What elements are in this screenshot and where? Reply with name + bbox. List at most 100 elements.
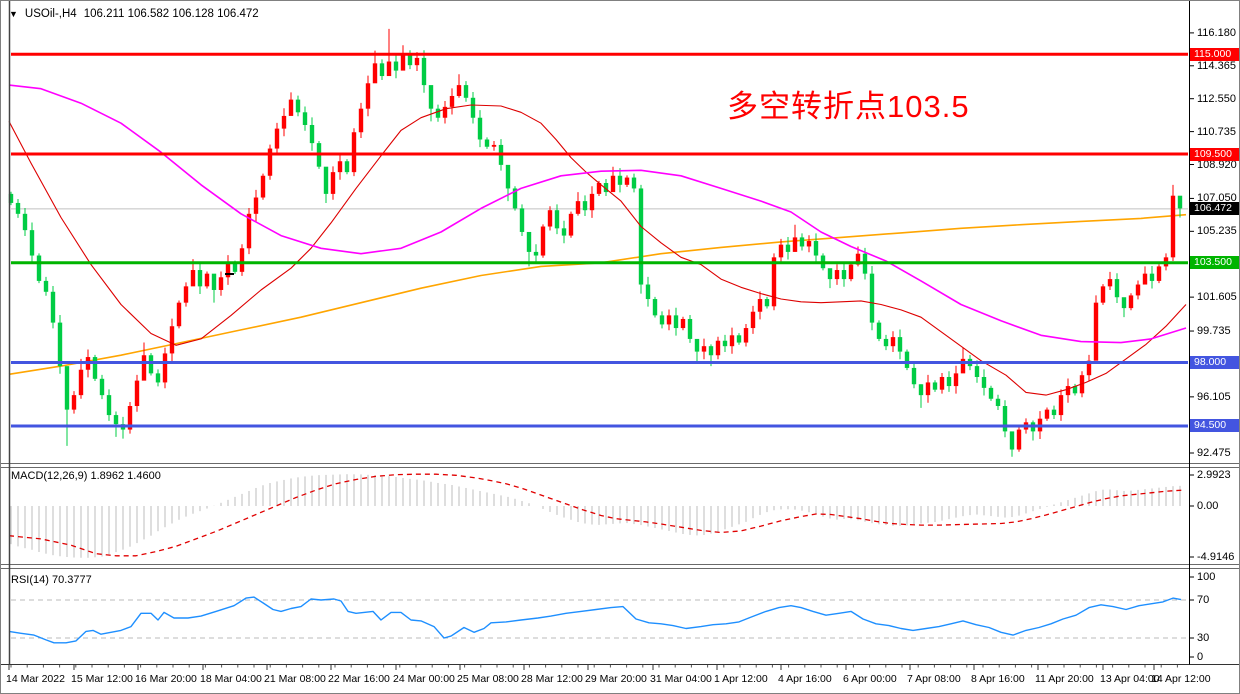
- candle-body: [974, 366, 980, 377]
- candle-body: [764, 299, 770, 307]
- candle-body: [260, 175, 266, 198]
- candle-body: [1044, 409, 1050, 419]
- candle-body: [792, 237, 798, 252]
- date-label: 25 Mar 08:00: [457, 673, 519, 685]
- candle-body: [540, 226, 546, 256]
- candle-body: [575, 201, 581, 214]
- candle-body: [253, 197, 259, 214]
- candle-body: [162, 353, 168, 383]
- date-label: 18 Mar 04:00: [200, 673, 262, 685]
- candle-body: [295, 99, 301, 113]
- price-tick-label: 99.735: [1197, 325, 1231, 338]
- candle-body: [190, 270, 196, 287]
- candle-body: [1065, 386, 1071, 396]
- candle-body: [169, 326, 175, 354]
- ohlc-values-label: 106.211 106.582 106.128 106.472: [83, 8, 259, 20]
- rsi-tick-label: 30: [1197, 632, 1210, 644]
- candle-body: [561, 228, 567, 236]
- current-price-badge: 106.472: [1190, 202, 1239, 216]
- candle-body: [1051, 409, 1057, 416]
- date-label: 16 Mar 20:00: [135, 673, 197, 685]
- candle-body: [827, 268, 833, 280]
- price-tick-label: 101.605: [1197, 291, 1237, 304]
- collapse-triangle-icon[interactable]: ▼: [9, 8, 18, 19]
- candle-body: [673, 315, 679, 329]
- candle-body: [813, 241, 819, 256]
- candle-body: [99, 378, 105, 396]
- macd-tick-label: -4.9146: [1197, 551, 1235, 563]
- candle-body: [8, 193, 14, 203]
- candle-body: [1177, 195, 1183, 209]
- candle-body: [232, 262, 238, 272]
- date-label: 28 Mar 12:00: [521, 673, 583, 685]
- date-label: 14 Apr 12:00: [1151, 673, 1211, 685]
- candle-body: [435, 108, 441, 118]
- candle-body: [386, 61, 392, 77]
- candle-body: [736, 335, 742, 343]
- candle-body: [183, 286, 189, 303]
- candle-body: [694, 338, 700, 352]
- candle-body: [988, 387, 994, 399]
- price-tick-label: 92.475: [1197, 447, 1231, 459]
- candle-body: [225, 262, 231, 278]
- date-label: 11 Apr 20:00: [1035, 673, 1094, 685]
- candle-body: [1170, 195, 1176, 258]
- candle-body: [743, 328, 749, 343]
- price-badge-103.500: 103.500: [1190, 256, 1239, 270]
- candle-body: [1121, 297, 1127, 309]
- candle-body: [834, 270, 840, 280]
- candle-body: [799, 237, 805, 247]
- candle-body: [533, 251, 539, 256]
- annotation-text: 多空转折点103.5: [727, 89, 970, 124]
- candle-body: [638, 188, 644, 285]
- candle-body: [456, 85, 462, 96]
- macd-signal-line: [8, 473, 1185, 557]
- candle-body: [687, 318, 693, 339]
- candle-body: [1135, 284, 1141, 296]
- candle-body: [344, 161, 350, 173]
- rsi-tick-label: 70: [1197, 594, 1210, 606]
- price-tick-label: 112.550: [1197, 92, 1236, 105]
- price-badge-98.000: 98.000: [1190, 355, 1239, 369]
- candle-body: [449, 95, 455, 107]
- candle-body: [680, 318, 686, 329]
- candle-body: [554, 210, 560, 229]
- candle-body: [925, 382, 931, 396]
- date-label: 7 Apr 08:00: [907, 673, 961, 685]
- candle-body: [750, 311, 756, 329]
- candle-body: [582, 201, 588, 211]
- candle-body: [778, 244, 784, 258]
- candle-body: [309, 124, 315, 144]
- candle-body: [274, 128, 280, 149]
- candle-body: [841, 270, 847, 280]
- date-label: 1 Apr 12:00: [714, 673, 768, 685]
- candle-body: [351, 132, 357, 173]
- candle-body: [43, 280, 49, 292]
- candle-body: [890, 337, 896, 347]
- candle-body: [897, 337, 903, 352]
- candle-body: [29, 230, 35, 256]
- candle-body: [78, 369, 84, 396]
- candle-body: [911, 367, 917, 385]
- candle-body: [239, 248, 245, 272]
- candle-body: [1100, 286, 1106, 303]
- candle-body: [421, 57, 427, 86]
- candle-body: [610, 175, 616, 193]
- candle-body: [631, 177, 637, 189]
- price-tick-label: 114.365: [1197, 59, 1236, 72]
- macd-tick-label: 0.00: [1197, 500, 1219, 512]
- candle-body: [1086, 360, 1092, 376]
- candle-body: [379, 63, 385, 77]
- candle-body: [134, 380, 140, 407]
- candle-body: [715, 340, 721, 356]
- candle-body: [1009, 431, 1015, 450]
- candle-body: [1072, 386, 1078, 394]
- candle-body: [932, 382, 938, 390]
- price-tick-label: 108.920: [1197, 158, 1237, 171]
- candle-body: [652, 299, 658, 316]
- candle-body: [505, 164, 511, 189]
- candle-body: [596, 183, 602, 194]
- candle-body: [547, 210, 553, 227]
